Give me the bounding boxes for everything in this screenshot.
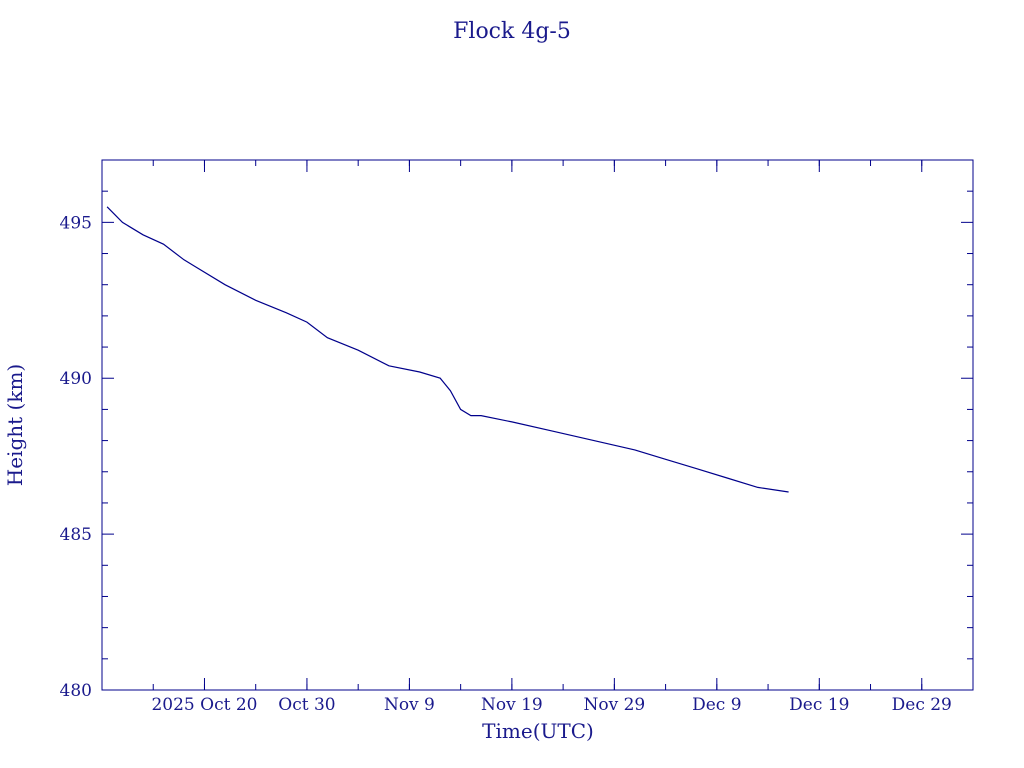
x-axis-label: Time(UTC) (482, 719, 594, 743)
plot-frame (101, 159, 974, 691)
x-tick-label: Dec 19 (789, 695, 849, 715)
x-tick-label: 2025 Oct 20 (151, 695, 257, 715)
series-line (106, 206, 789, 493)
y-tick-label: 480 (60, 681, 92, 701)
y-tick-label: 495 (60, 213, 92, 233)
x-tick-label: Nov 9 (384, 695, 435, 715)
x-tick-label: Nov 29 (583, 695, 645, 715)
chart-title: Flock 4g-5 (453, 19, 571, 44)
y-tick-label: 485 (60, 525, 92, 545)
x-axis-ticks: 2025 Oct 20 Oct 30 Nov 9 Nov 19 Nov 29 Dec 9 D… (151, 160, 952, 715)
y-axis-ticks: 480 485 490 495 (60, 159, 973, 701)
x-tick-label: Nov 19 (481, 695, 543, 715)
x-tick-label: Dec 9 (692, 695, 741, 715)
y-axis-label: Height (km) (3, 364, 27, 486)
series-layer (106, 206, 789, 493)
x-tick-label: Dec 29 (892, 695, 952, 715)
y-tick-label: 490 (60, 369, 92, 389)
x-tick-label: Oct 30 (278, 695, 335, 715)
